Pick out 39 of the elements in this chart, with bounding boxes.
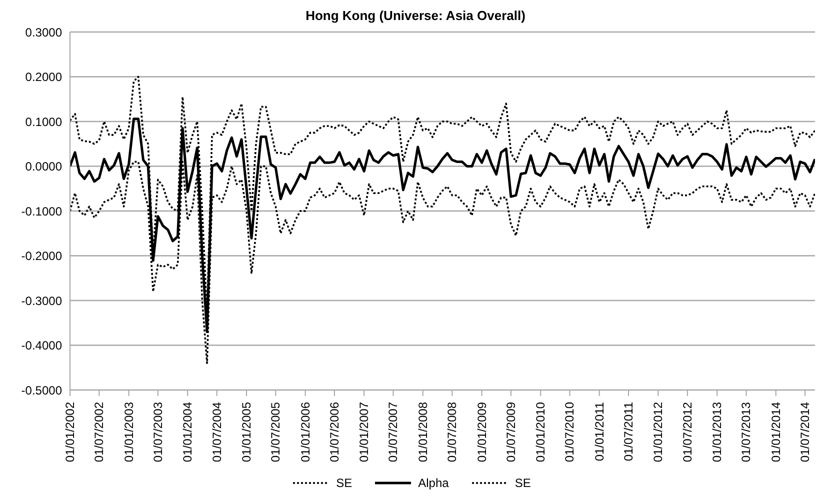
y-tick-label: -0.3000: [21, 294, 62, 308]
y-tick-label: -0.2000: [21, 249, 62, 264]
x-tick-label: 01/07/2003: [150, 402, 165, 462]
x-tick-label: 01/01/2006: [298, 402, 312, 462]
y-tick-label: 0.0000: [25, 160, 62, 174]
x-tick-label: 01/01/2009: [474, 402, 489, 462]
x-tick-label: 01/07/2006: [327, 402, 342, 462]
x-tick-label: 01/01/2003: [122, 402, 136, 462]
x-tick-label: 01/07/2009: [504, 402, 518, 462]
x-tick-label: 01/07/2008: [445, 402, 460, 462]
x-tick-label: 01/01/2012: [651, 402, 666, 462]
x-tick-label: 01/07/2011: [622, 402, 636, 462]
y-tick-label: 0.2000: [25, 70, 62, 84]
x-tick-label: 01/01/2013: [710, 402, 724, 462]
x-tick-label: 01/01/2010: [534, 402, 548, 462]
x-tick-label: 01/01/2005: [240, 402, 254, 462]
x-tick-label: 01/07/2002: [92, 402, 106, 462]
x-tick-label: 01/07/2007: [386, 402, 400, 462]
x-tick-label: 01/07/2004: [210, 402, 224, 462]
x-tick-label: 01/01/2014: [768, 402, 783, 462]
x-tick-label: 01/07/2012: [680, 402, 694, 462]
x-tick-label: 01/07/2005: [268, 402, 283, 462]
x-tick-label: 01/07/2013: [739, 402, 754, 462]
y-tick-label: 0.3000: [25, 25, 62, 40]
chart-title: Hong Kong (Universe: Asia Overall): [304, 8, 526, 24]
y-tick-label: 0.1000: [25, 114, 62, 129]
x-tick-label: 01/01/2007: [357, 402, 372, 462]
legend-label: SE: [514, 476, 531, 490]
x-tick-label: 01/01/2011: [592, 402, 606, 462]
legend-label: Alpha: [418, 476, 449, 490]
y-tick-label: -0.5000: [21, 383, 62, 398]
y-tick-label: -0.1000: [21, 204, 62, 218]
x-tick-label: 01/01/2004: [180, 402, 195, 462]
x-tick-label: 01/07/2014: [798, 402, 812, 462]
x-tick-label: 01/01/2002: [63, 402, 77, 462]
x-tick-label: 01/07/2010: [562, 402, 577, 462]
y-tick-label: -0.4000: [21, 338, 62, 353]
legend-label: SE: [336, 476, 352, 490]
x-tick-label: 01/01/2008: [416, 402, 430, 462]
